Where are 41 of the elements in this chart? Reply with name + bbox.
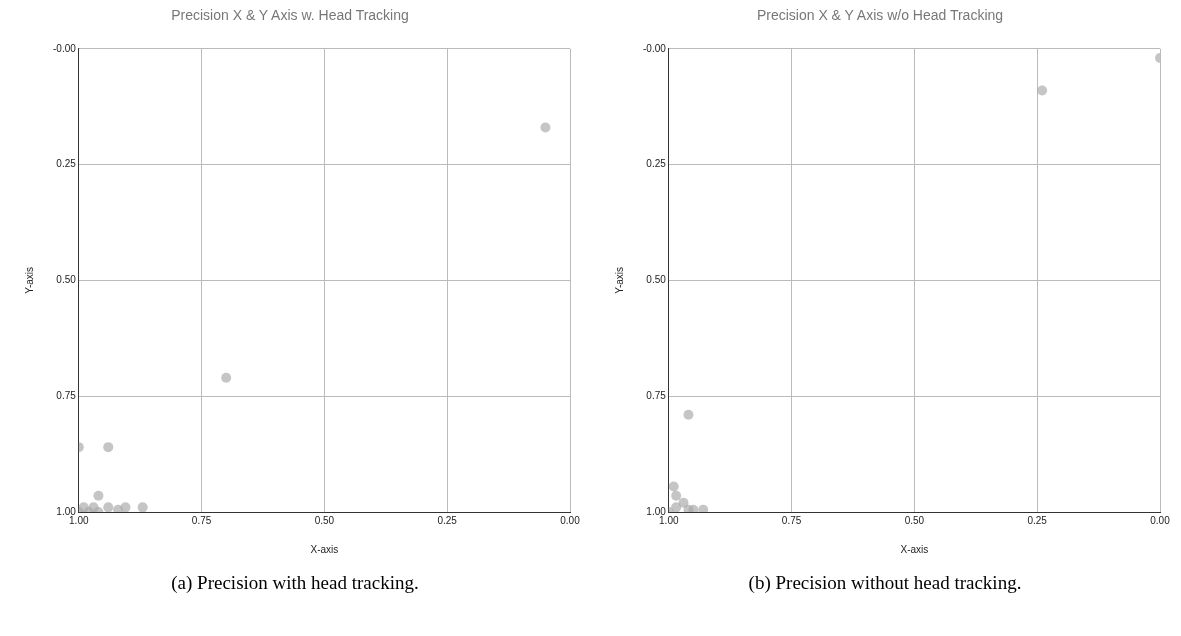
y-tick-label: 0.75 <box>56 389 77 401</box>
x-axis-title: X-axis <box>310 543 339 555</box>
point <box>93 490 104 501</box>
point <box>698 504 709 512</box>
y-axis-title: Y-axis <box>23 266 35 294</box>
point <box>221 372 232 383</box>
x-tick-label: 1.00 <box>69 514 89 526</box>
x-tick-label: 1.00 <box>659 514 679 526</box>
x-tick-label: 0.50 <box>314 514 335 526</box>
y-tick-label: -0.00 <box>53 42 77 54</box>
x-tick-label: 0.75 <box>781 514 802 526</box>
x-tick-label: 0.00 <box>560 514 581 526</box>
y-axis-title: Y-axis <box>613 266 625 294</box>
x-tick-label: 0.25 <box>1027 514 1048 526</box>
chart-title: Precision X & Y Axis w/o Head Tracking <box>756 7 1004 24</box>
chart-title: Precision X & Y Axis w. Head Tracking <box>171 7 409 24</box>
point <box>668 481 679 492</box>
y-tick-label: 0.25 <box>56 158 77 170</box>
text: (b) Precision without head tracking. <box>747 572 1023 594</box>
x-tick-label: 0.75 <box>191 514 212 526</box>
x-tick-label: 0.50 <box>904 514 925 526</box>
text: (a) Precision with head tracking. <box>170 572 420 594</box>
x-tick-label: 0.25 <box>437 514 458 526</box>
point <box>683 504 694 512</box>
x-axis-title: X-axis <box>900 543 929 555</box>
point <box>113 504 124 512</box>
point <box>540 122 551 133</box>
y-tick-label: 0.50 <box>56 274 77 286</box>
point <box>103 442 114 453</box>
y-tick-label: 0.75 <box>646 389 667 401</box>
point <box>137 502 148 512</box>
point <box>103 502 114 512</box>
y-tick-label: 1.00 <box>646 505 667 517</box>
point <box>671 502 682 512</box>
y-tick-label: 0.25 <box>646 158 667 170</box>
x-tick-label: 0.00 <box>1150 514 1171 526</box>
y-tick-label: 0.50 <box>646 274 667 286</box>
point <box>683 409 694 420</box>
y-tick-label: -0.00 <box>643 42 667 54</box>
point <box>671 490 682 501</box>
y-tick-label: 1.00 <box>56 505 77 517</box>
